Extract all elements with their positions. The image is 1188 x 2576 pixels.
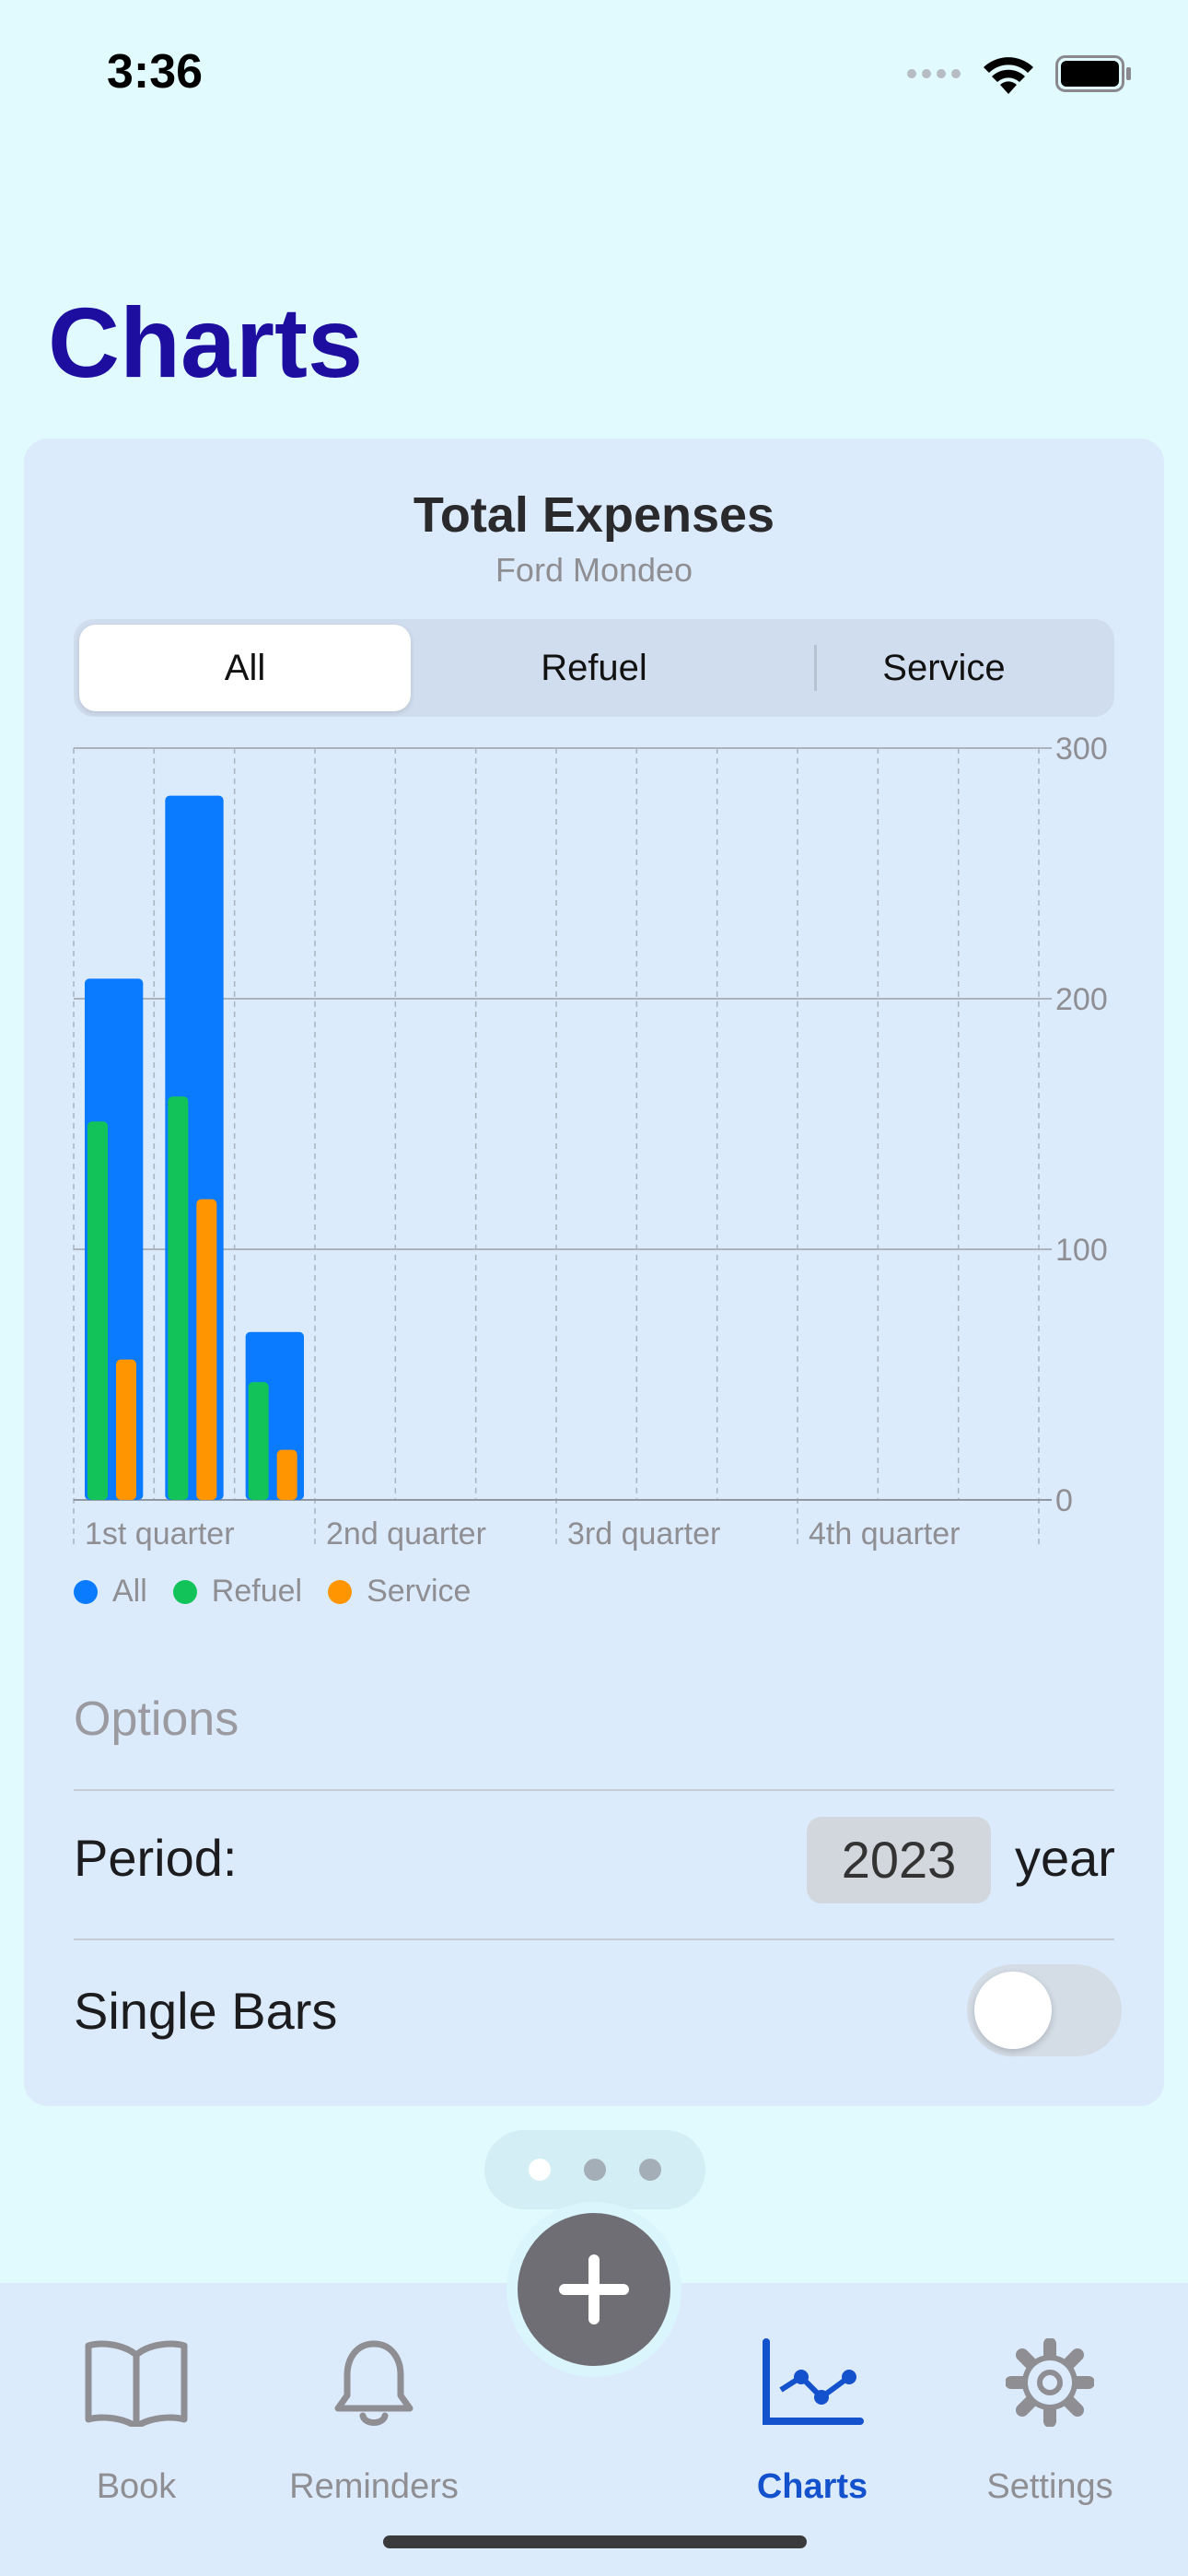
legend-dot-refuel xyxy=(172,1579,197,1604)
legend-item-all: All xyxy=(74,1574,147,1610)
tab-settings-label: Settings xyxy=(986,2467,1113,2506)
bar-refuel xyxy=(168,1096,189,1500)
period-year-picker[interactable]: 2023 xyxy=(807,1817,991,1903)
bar-service xyxy=(276,1449,297,1500)
bell-icon xyxy=(334,2340,413,2426)
page-title: Charts xyxy=(48,287,364,398)
page-dot-3[interactable] xyxy=(639,2159,661,2181)
y-tick-label: 300 xyxy=(1055,732,1108,767)
chart-title: Total Expenses xyxy=(413,487,775,543)
chart-icon xyxy=(763,2338,864,2425)
legend-label-all: All xyxy=(112,1574,147,1609)
page-control[interactable] xyxy=(484,2130,705,2209)
chart-subtitle: Ford Mondeo xyxy=(495,551,693,589)
book-icon xyxy=(85,2340,188,2427)
bar-service xyxy=(116,1359,136,1500)
status-icons xyxy=(906,53,1133,94)
x-tick-label: 3rd quarter xyxy=(567,1516,720,1551)
bar-refuel xyxy=(248,1382,269,1500)
tab-bar: Book Reminders Charts Settings xyxy=(0,2283,1188,2576)
page-dot-1[interactable] xyxy=(529,2159,551,2181)
options-header: Options xyxy=(74,1692,239,1746)
legend-label-service: Service xyxy=(367,1574,472,1609)
chart-legend: All Refuel Service xyxy=(74,1574,471,1610)
toggle-knob xyxy=(974,1972,1052,2049)
status-bar: 3:36 xyxy=(0,0,1188,157)
segment-all[interactable]: All xyxy=(79,625,411,711)
gear-icon xyxy=(1006,2338,1094,2427)
bar-service xyxy=(196,1199,217,1500)
wifi-icon xyxy=(984,57,1033,94)
segment-divider xyxy=(814,645,817,691)
expense-type-segmented-control: All Refuel Service xyxy=(74,619,1114,717)
y-tick-label: 200 xyxy=(1055,982,1108,1017)
legend-item-service: Service xyxy=(328,1574,471,1610)
legend-item-refuel: Refuel xyxy=(172,1574,303,1610)
legend-label-refuel: Refuel xyxy=(211,1574,303,1609)
period-divider xyxy=(74,1938,1114,1940)
single-bars-toggle[interactable] xyxy=(967,1964,1122,2056)
page-dot-2[interactable] xyxy=(584,2159,606,2181)
period-label: Period: xyxy=(74,1829,238,1887)
legend-dot-service xyxy=(328,1579,353,1604)
segment-service[interactable]: Service xyxy=(882,648,1006,688)
bar-refuel xyxy=(87,1121,108,1500)
y-tick-label: 0 xyxy=(1055,1483,1073,1518)
expenses-bar-chart: 0 100 200 300 1st quarter 2nd quarter 3rd quar… xyxy=(73,732,1108,1551)
x-tick-label: 4th quarter xyxy=(809,1516,960,1551)
options-divider xyxy=(74,1789,1114,1791)
period-unit: year xyxy=(1015,1829,1115,1887)
tab-charts-label: Charts xyxy=(756,2467,868,2506)
add-entry-button[interactable] xyxy=(518,2213,670,2366)
tab-book-label: Book xyxy=(96,2467,177,2506)
tab-reminders-label: Reminders xyxy=(289,2467,459,2506)
cellular-signal-icon xyxy=(907,69,961,78)
x-tick-label: 2nd quarter xyxy=(326,1516,486,1551)
legend-dot-all xyxy=(74,1579,98,1604)
status-time: 3:36 xyxy=(107,45,204,99)
segment-refuel[interactable]: Refuel xyxy=(541,648,647,688)
battery-icon xyxy=(1055,55,1131,92)
x-tick-label: 1st quarter xyxy=(85,1516,235,1551)
plus-icon xyxy=(559,2254,629,2324)
home-indicator xyxy=(383,2535,807,2548)
y-tick-label: 100 xyxy=(1055,1233,1108,1268)
chart-card: Total Expenses Ford Mondeo All Refuel Se… xyxy=(24,439,1164,2106)
single-bars-label: Single Bars xyxy=(74,1982,338,2040)
